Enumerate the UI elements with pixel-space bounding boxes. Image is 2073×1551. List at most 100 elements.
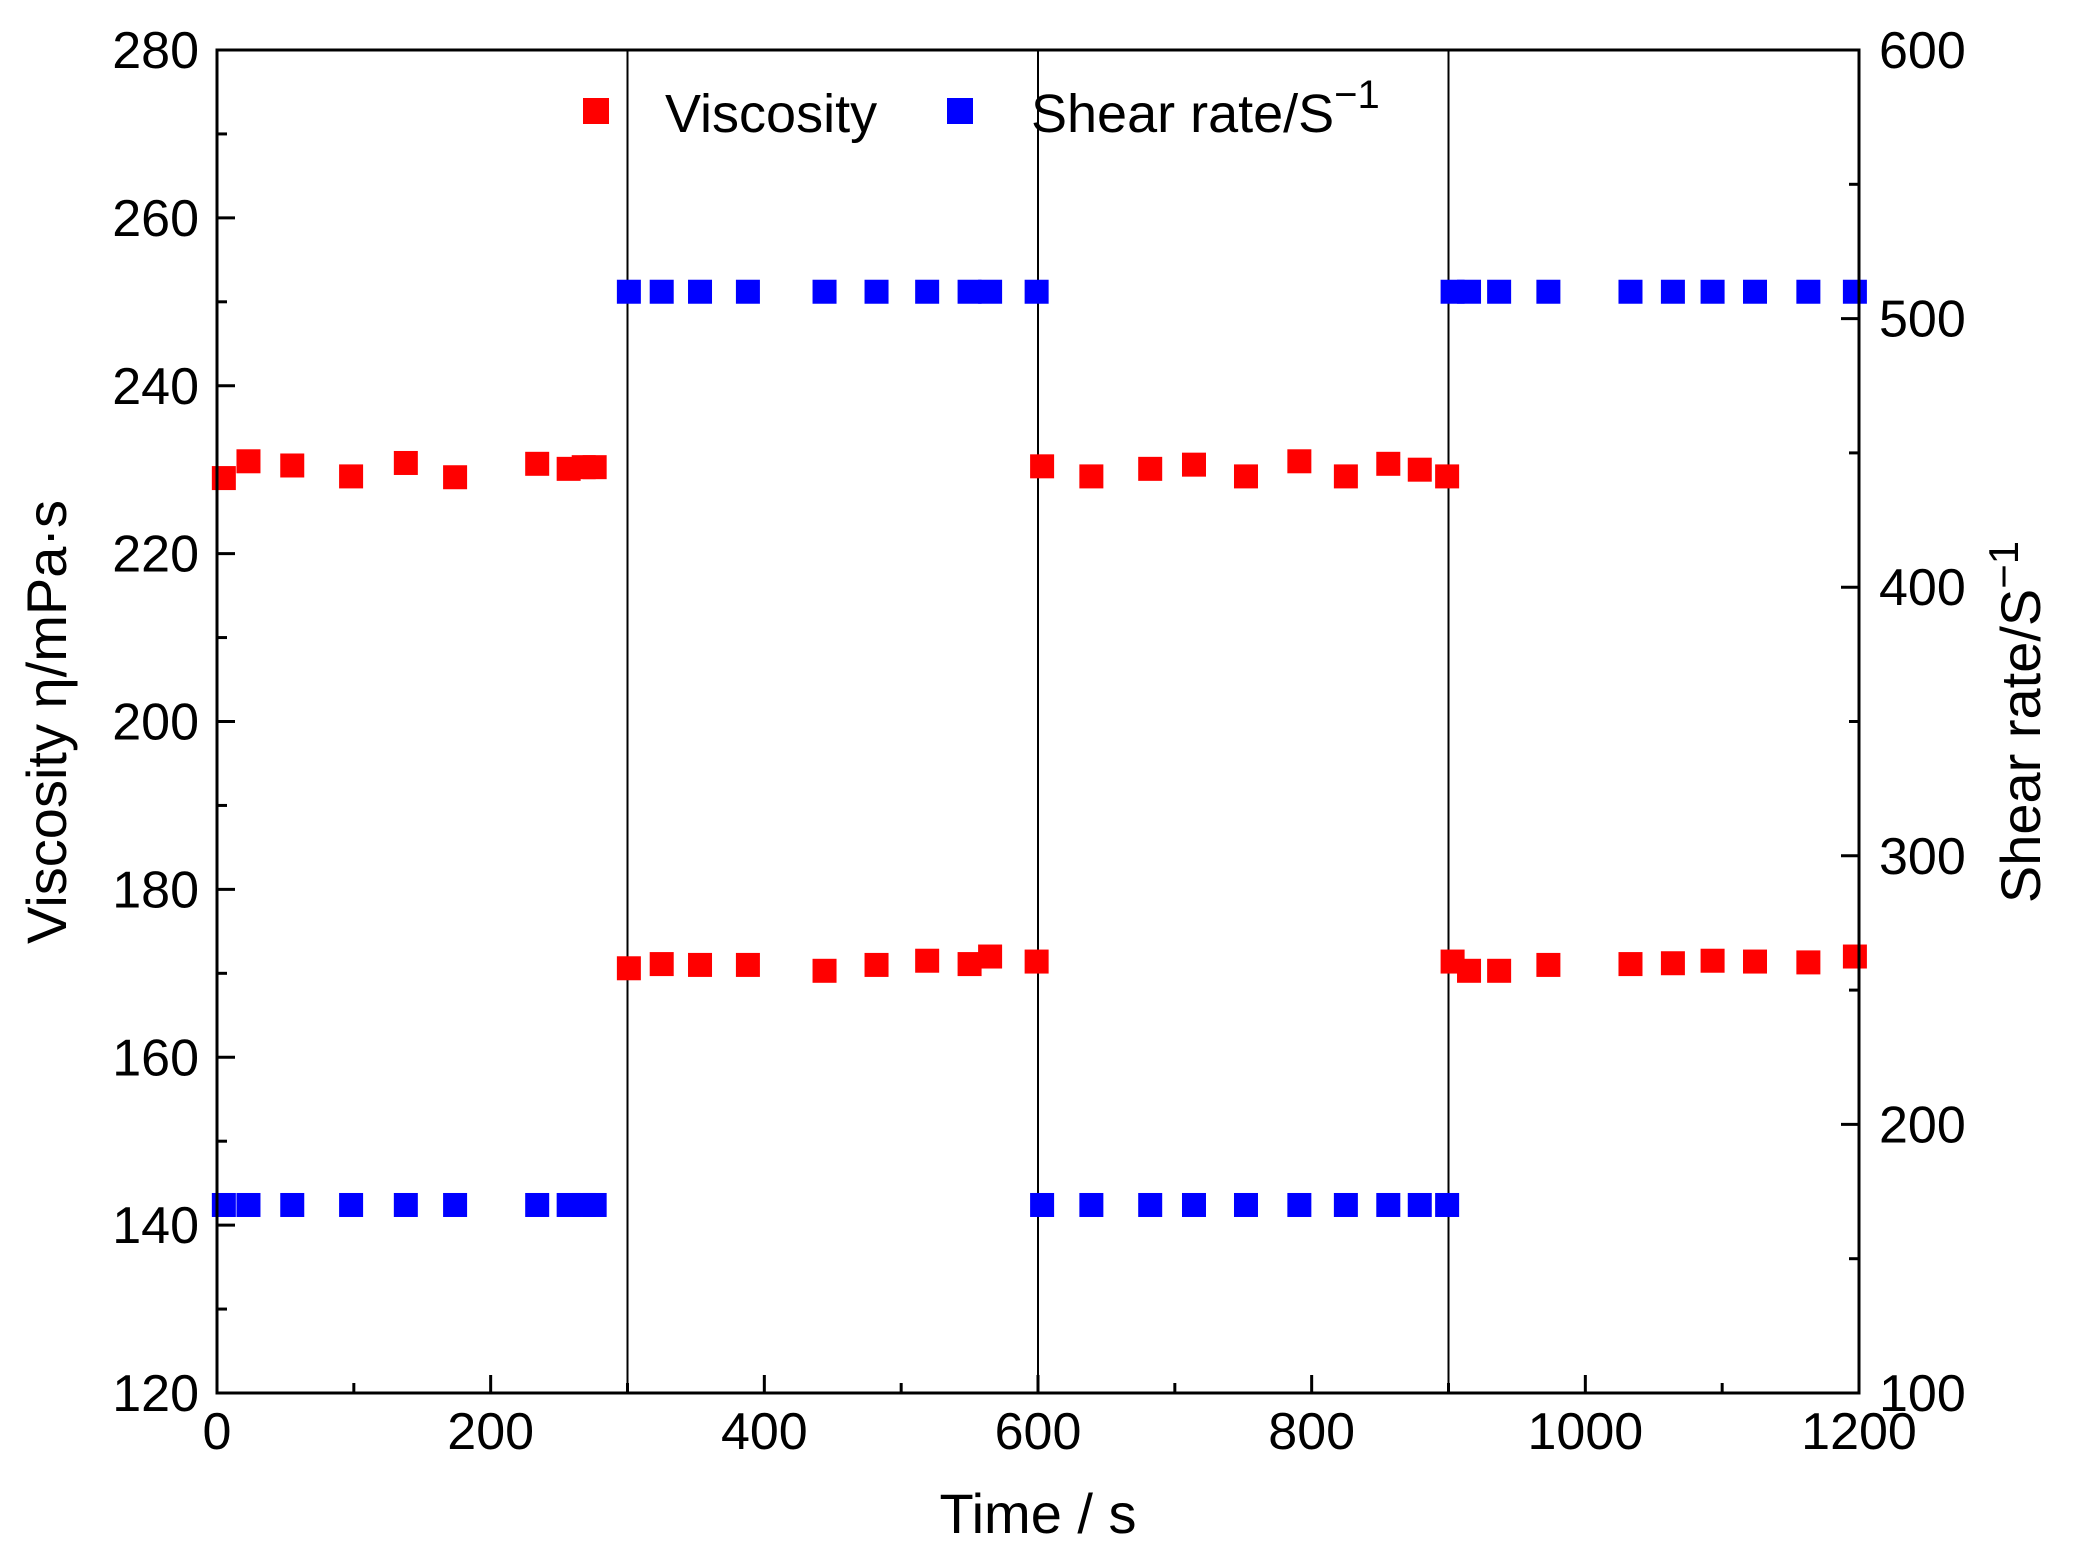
shear-rate-point xyxy=(1435,1192,1460,1217)
viscosity-point xyxy=(1536,952,1561,977)
shear-rate-point xyxy=(1618,279,1643,304)
shear-rate-point xyxy=(1181,1192,1206,1217)
shear-rate-point xyxy=(525,1192,550,1217)
shear-rate-point xyxy=(649,279,674,304)
shear-rate-point xyxy=(1233,1192,1258,1217)
shear-rate-point xyxy=(735,279,760,304)
y-left-tick-label: 200 xyxy=(112,694,199,752)
x-tick-label: 200 xyxy=(447,1403,534,1461)
y-axis-right-title: Shear rate/S−1 xyxy=(1980,541,2052,903)
shear-rate-point xyxy=(812,279,837,304)
shear-rate-point xyxy=(1487,279,1512,304)
viscosity-point xyxy=(1287,449,1312,474)
y-right-tick-label: 400 xyxy=(1879,559,1966,617)
shear-rate-point xyxy=(1079,1192,1104,1217)
y-right-tick-label: 500 xyxy=(1879,291,1966,349)
y-axis-left-title: Viscosity η/mPa·s xyxy=(15,500,78,944)
y-left-tick-label: 140 xyxy=(112,1197,199,1255)
y-left-tick-label: 160 xyxy=(112,1029,199,1087)
x-tick-label: 0 xyxy=(203,1403,232,1461)
viscosity-point xyxy=(236,449,261,474)
viscosity-point xyxy=(1660,951,1685,976)
viscosity-point xyxy=(582,455,607,480)
shear-rate-point xyxy=(1743,279,1768,304)
shear-rate-point xyxy=(1457,279,1482,304)
viscosity-point xyxy=(393,450,418,475)
data-points xyxy=(211,279,1867,1217)
viscosity-point xyxy=(1796,950,1821,975)
y-left-tick-label: 220 xyxy=(112,526,199,584)
viscosity-point xyxy=(915,948,940,973)
shear-rate-point xyxy=(582,1192,607,1217)
viscosity-point xyxy=(1842,944,1867,969)
shear-rate-point xyxy=(864,279,889,304)
shear-rate-point xyxy=(236,1192,261,1217)
shear-rate-point xyxy=(1333,1192,1358,1217)
viscosity-point xyxy=(864,952,889,977)
shear-rate-point xyxy=(616,279,641,304)
viscosity-point xyxy=(1024,949,1049,974)
viscosity-point xyxy=(1030,454,1055,479)
legend-shear-marker xyxy=(947,98,973,124)
legend-viscosity-marker xyxy=(583,98,609,124)
viscosity-point xyxy=(735,952,760,977)
shear-rate-point xyxy=(1376,1192,1401,1217)
y-right-tick-label: 200 xyxy=(1879,1096,1966,1154)
viscosity-point xyxy=(1333,464,1358,489)
shear-rate-point xyxy=(978,279,1003,304)
shear-rate-point xyxy=(1407,1192,1432,1217)
shear-rate-point xyxy=(688,279,713,304)
viscosity-point xyxy=(1435,464,1460,489)
shear-rate-point xyxy=(1700,279,1725,304)
y-right-tick-label: 600 xyxy=(1879,22,1966,80)
viscosity-point xyxy=(1407,457,1432,482)
viscosity-point xyxy=(1487,958,1512,983)
shear-rate-point xyxy=(443,1192,468,1217)
viscosity-point xyxy=(978,944,1003,969)
x-tick-label: 1200 xyxy=(1801,1403,1917,1461)
axis-ticks xyxy=(215,48,1861,1395)
legend-viscosity-label: Viscosity xyxy=(665,84,877,144)
shear-rate-point xyxy=(1030,1192,1055,1217)
shear-rate-point xyxy=(1796,279,1821,304)
viscosity-point xyxy=(1457,958,1482,983)
axis-tick-labels: 0 200 400 600 800 1000 1200 120 140 160 180 200 220 2… xyxy=(112,22,1966,1461)
viscosity-point xyxy=(443,465,468,490)
x-tick-label: 600 xyxy=(995,1403,1082,1461)
viscosity-point xyxy=(211,466,236,491)
shear-rate-point xyxy=(1536,279,1561,304)
shear-rate-point xyxy=(1842,279,1867,304)
y-axis-right-title-sup: −1 xyxy=(1980,541,2027,589)
y-left-tick-label: 120 xyxy=(112,1365,199,1423)
shear-rate-point xyxy=(211,1192,236,1217)
viscosity-point xyxy=(1079,464,1104,489)
viscosity-point xyxy=(339,464,364,489)
viscosity-point xyxy=(1743,949,1768,974)
y-left-tick-label: 240 xyxy=(112,358,199,416)
viscosity-point xyxy=(688,952,713,977)
viscosity-point xyxy=(280,453,305,478)
shear-rate-point xyxy=(1024,279,1049,304)
viscosity-point xyxy=(1618,952,1643,977)
viscosity-point xyxy=(1376,451,1401,476)
x-tick-label: 400 xyxy=(721,1403,808,1461)
divider-lines xyxy=(626,50,1450,1393)
viscosity-point xyxy=(1138,456,1163,481)
viscosity-point xyxy=(616,956,641,981)
shear-rate-point xyxy=(1660,279,1685,304)
viscosity-point xyxy=(812,958,837,983)
shear-rate-point xyxy=(339,1192,364,1217)
y-axis-right-title-main: Shear rate/S xyxy=(1989,589,2052,903)
viscosity-point xyxy=(649,952,674,977)
y-left-tick-label: 180 xyxy=(112,861,199,919)
y-right-tick-label: 300 xyxy=(1879,828,1966,886)
y-left-tick-label: 280 xyxy=(112,22,199,80)
legend-shear-label-sup: −1 xyxy=(1334,73,1380,117)
viscosity-point xyxy=(957,952,982,977)
shear-rate-point xyxy=(280,1192,305,1217)
legend-shear-label-main: Shear rate/S xyxy=(1031,84,1334,144)
shear-rate-point xyxy=(957,279,982,304)
x-axis-title: Time / s xyxy=(939,1482,1136,1545)
legend: Viscosity Shear rate/S−1 xyxy=(583,73,1380,144)
